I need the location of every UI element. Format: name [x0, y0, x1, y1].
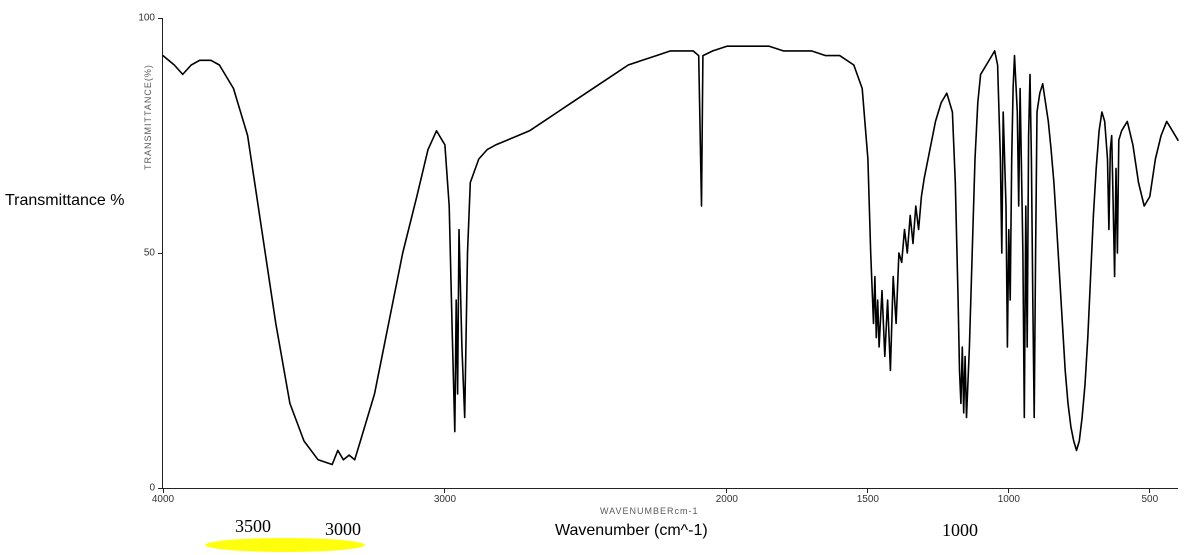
chart-plot-area: 05010040003000200015001000500: [162, 18, 1178, 489]
handwritten-annotation: 3000: [325, 519, 361, 540]
y-axis-label-outer: Transmittance %: [5, 192, 124, 210]
x-tick-label: 1000: [998, 488, 1020, 505]
highlight-marker: [205, 538, 365, 552]
spectrum-svg: [163, 18, 1178, 488]
handwritten-annotation: 3500: [235, 516, 271, 537]
y-axis-label-inner: TRANSMITTANCE(%): [143, 64, 153, 170]
x-tick-label: 1500: [857, 488, 879, 505]
x-axis-label-inner: WAVENUMBERcm-1: [600, 506, 699, 516]
y-tick-label: 50: [144, 248, 163, 259]
spectrum-line: [163, 46, 1178, 464]
x-tick-label: 4000: [152, 488, 174, 505]
x-tick-label: 3000: [434, 488, 456, 505]
y-tick-label: 100: [138, 13, 163, 24]
x-tick-label: 500: [1141, 488, 1158, 505]
ir-spectrum-figure: Transmittance % TRANSMITTANCE(%) 0501004…: [0, 0, 1200, 555]
x-axis-label-outer: Wavenumber (cm^-1): [555, 522, 708, 540]
x-tick-label: 2000: [716, 488, 738, 505]
handwritten-annotation: 1000: [942, 520, 978, 541]
